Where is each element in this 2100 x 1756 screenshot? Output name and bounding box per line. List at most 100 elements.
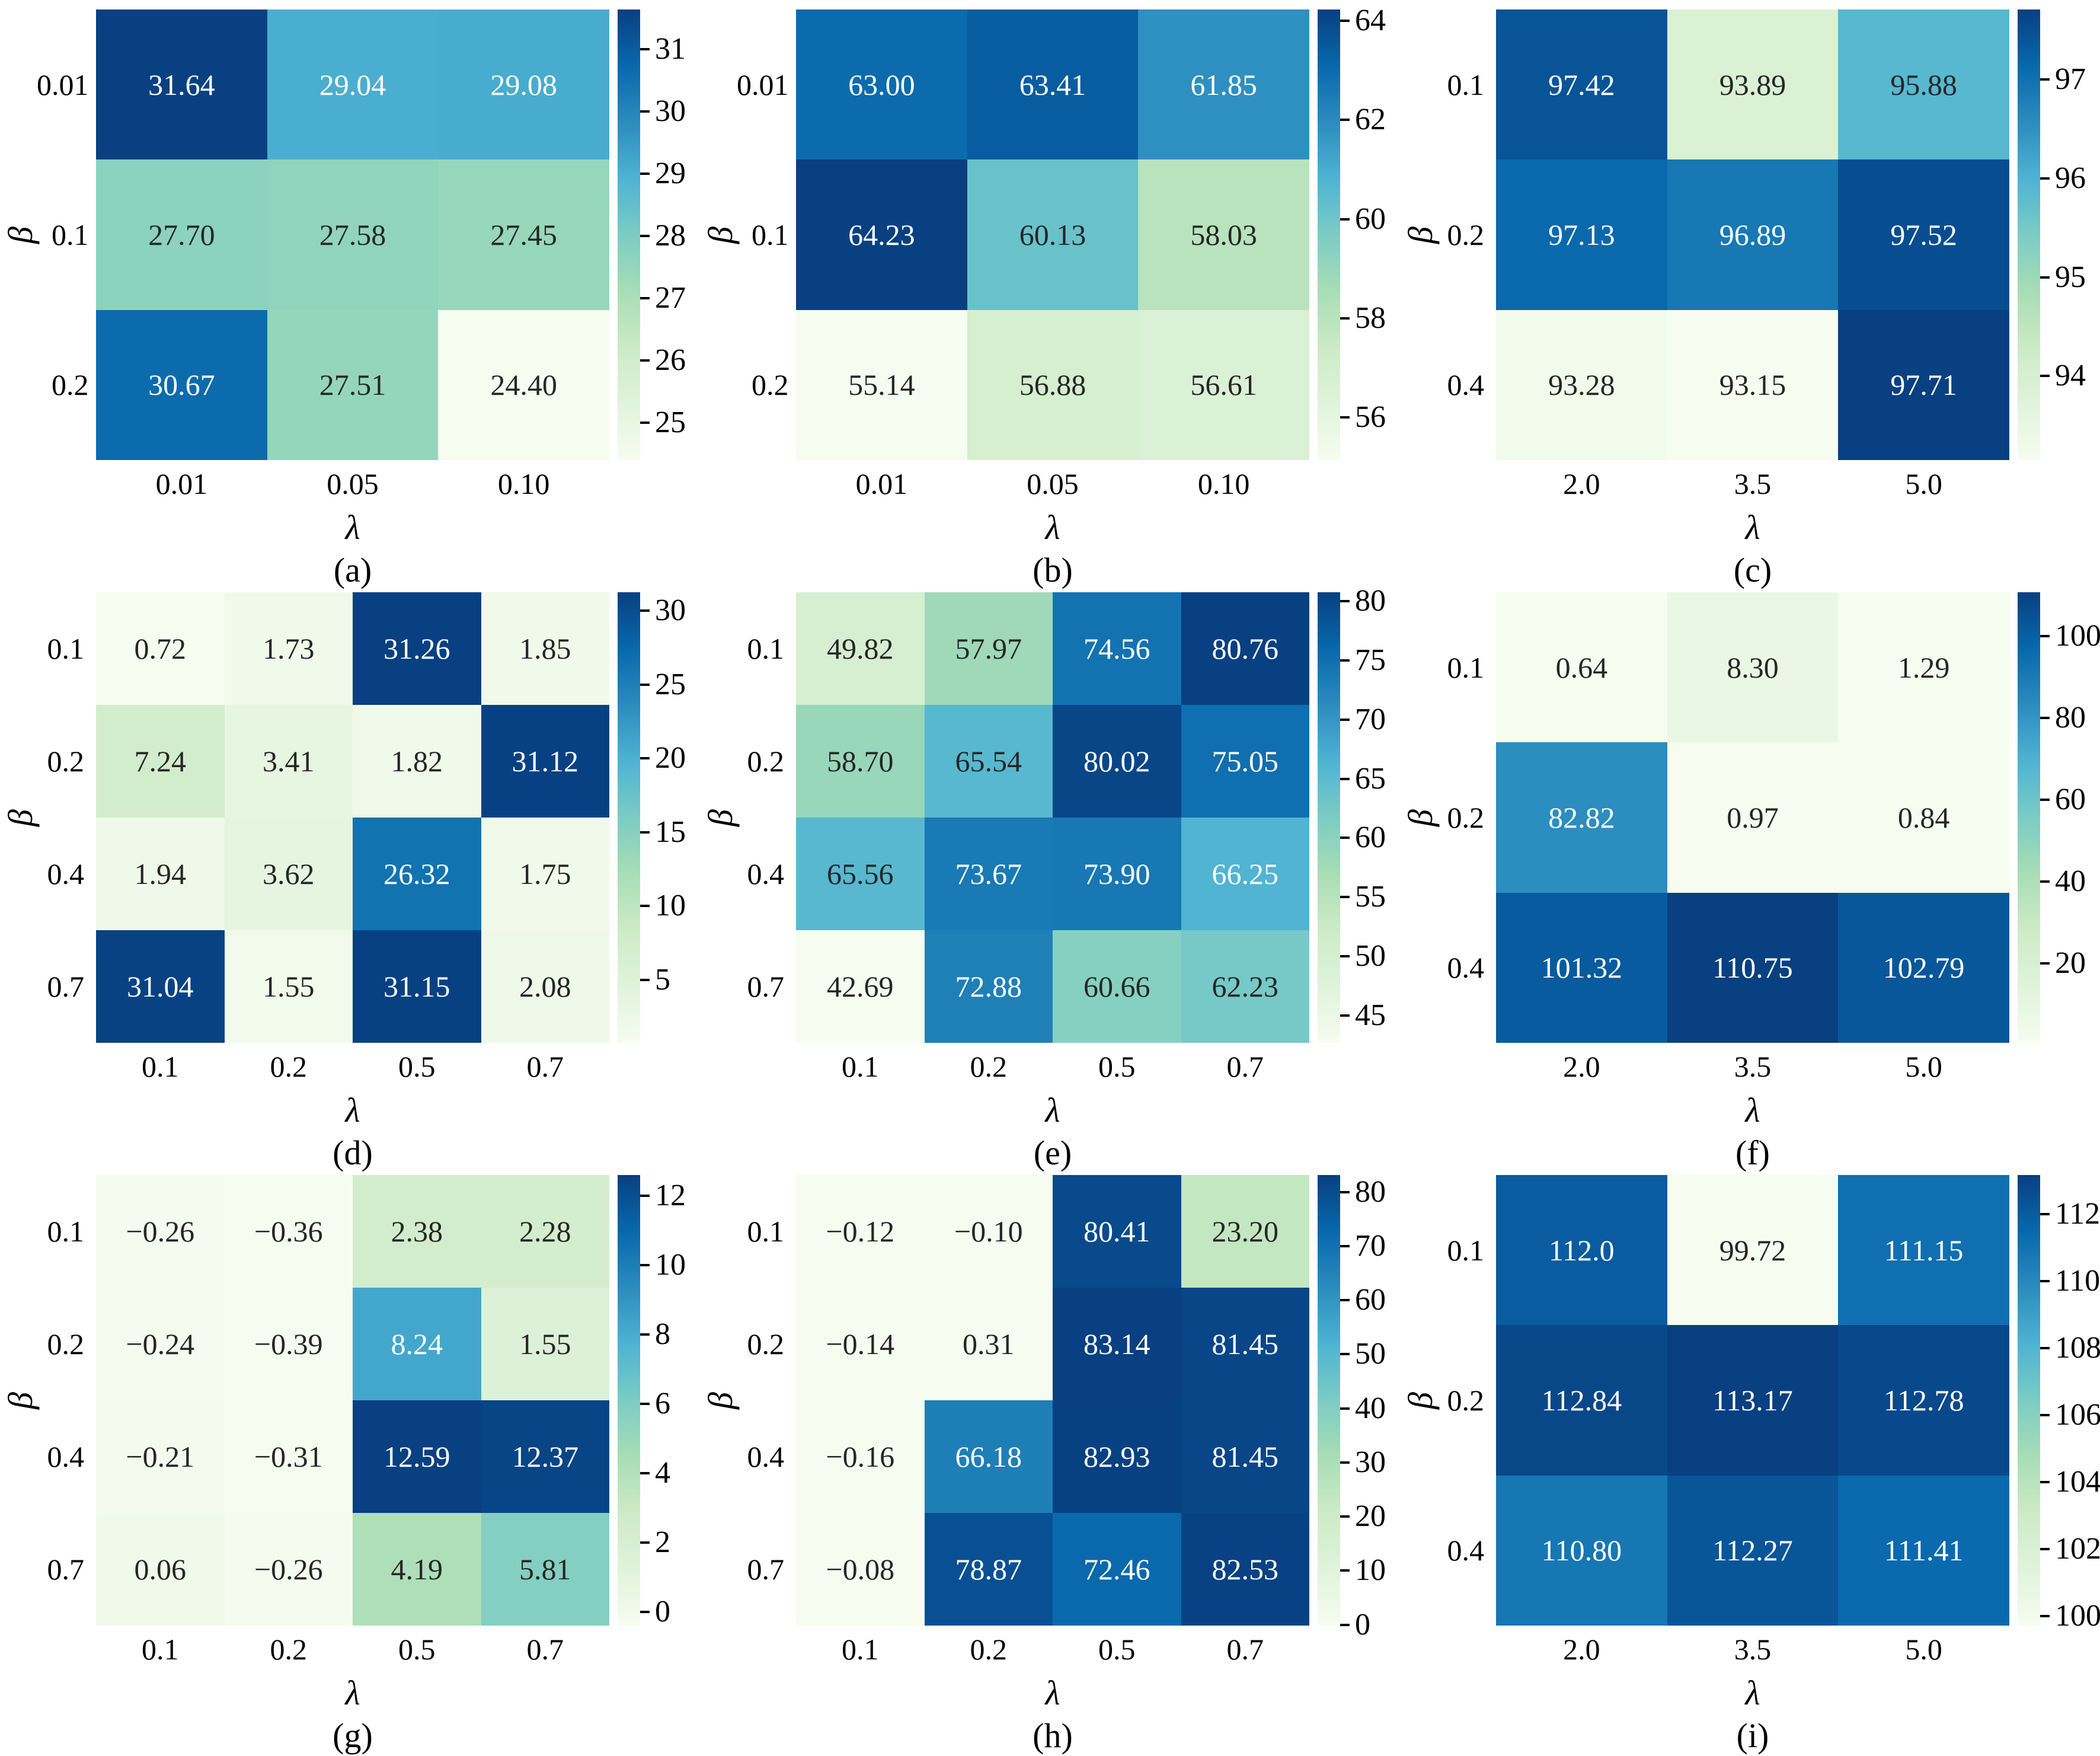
x-tick-labels: 0.1 0.2 0.5 0.7	[96, 1626, 609, 1673]
colorbar-gradient	[1318, 9, 1340, 460]
colorbar-tick: 20	[1340, 1501, 1386, 1532]
colorbar-tick: 62	[1340, 104, 1386, 135]
colorbar-tick: 112	[2040, 1199, 2100, 1230]
x-tick-label: 0.7	[526, 1633, 564, 1666]
heatmap-cell: 1.85	[481, 592, 609, 705]
x-tick-label: 0.05	[1027, 467, 1079, 500]
colorbar-tick: 50	[1340, 941, 1386, 972]
plot-area: −0.12 −0.10 80.41 23.20 −0.14 0.31 83.14 81.45 −…	[796, 1175, 1309, 1756]
heatmap-cell: 62.23	[1181, 930, 1309, 1043]
heatmap-cell: 1.55	[481, 1288, 609, 1400]
y-tick-label: 0.01	[737, 68, 789, 101]
colorbar-tick-mark	[1340, 1515, 1350, 1518]
colorbar-tick-mark	[2040, 635, 2050, 638]
colorbar-tick-label: 20	[1355, 1499, 1386, 1534]
colorbar-tick-label: 30	[1355, 1445, 1386, 1479]
colorbar-tick: 50	[1340, 1339, 1386, 1369]
colorbar-tick-label: 31	[655, 32, 686, 66]
colorbar-tick-mark	[1340, 659, 1350, 662]
colorbar-tick-mark	[1340, 777, 1350, 780]
x-axis-label: λ	[1745, 1673, 1760, 1712]
x-tick-label: 0.10	[1197, 467, 1250, 500]
heatmap-cell: 56.88	[967, 309, 1139, 460]
x-tick-labels: 0.01 0.05 0.10	[796, 460, 1309, 507]
colorbar-tick: 0	[1340, 1609, 1370, 1640]
colorbar-tick-label: 5	[655, 962, 670, 997]
y-tick-label: 0.2	[752, 368, 789, 402]
colorbar-tick-label: 58	[1355, 301, 1386, 335]
colorbar-tick-mark	[640, 359, 650, 362]
x-tick-label: 0.5	[1098, 1050, 1136, 1083]
x-tick-label: 0.05	[327, 467, 379, 500]
y-tick-label: 0.1	[752, 218, 789, 251]
colorbar-tick-mark	[640, 297, 650, 300]
colorbar-tick: 100	[2040, 621, 2100, 652]
heatmap-grid: 63.00 63.41 61.85 64.23 60.13 58.03 55.14 56.88…	[796, 9, 1309, 460]
colorbar-tick-label: 2	[655, 1525, 670, 1560]
colorbar-tick-label: 62	[1355, 103, 1386, 137]
heatmap-cell: 97.42	[1496, 9, 1667, 160]
colorbar-tick-mark	[1340, 1461, 1350, 1464]
colorbar-tick-mark	[2040, 1615, 2050, 1618]
colorbar-tick-mark	[1340, 1407, 1350, 1410]
colorbar-tick-mark	[640, 1541, 650, 1544]
colorbar-tick: 10	[1340, 1555, 1386, 1586]
heatmap-cell: 27.58	[267, 159, 439, 310]
heatmap-cell: 7.24	[96, 705, 225, 818]
heatmap-grid: 49.82 57.97 74.56 80.76 58.70 65.54 80.02 75.05…	[796, 592, 1309, 1043]
x-tick-label: 0.1	[142, 1633, 179, 1666]
colorbar-tick: 80	[1340, 1174, 1386, 1209]
x-tick-labels: 2.0 3.5 5.0	[1496, 1043, 2009, 1090]
colorbar-tick: 110	[2040, 1266, 2100, 1297]
colorbar-tick-label: 70	[1355, 1228, 1386, 1263]
colorbar-tick: 108	[2040, 1333, 2100, 1364]
colorbar-tick-mark	[1340, 1353, 1350, 1356]
y-axis-label: β	[701, 226, 740, 244]
x-tick-label: 0.01	[155, 467, 208, 500]
colorbar-tick: 4	[640, 1458, 670, 1489]
y-tick-label: 0.4	[47, 857, 85, 890]
heatmap-cell: 82.82	[1496, 742, 1667, 893]
colorbar-tick-label: 102	[2055, 1532, 2100, 1566]
heatmap-cell: 81.45	[1181, 1288, 1309, 1400]
heatmap-cell: 110.75	[1667, 892, 1839, 1043]
colorbar-tick: 29	[640, 158, 686, 189]
x-tick-labels: 0.1 0.2 0.5 0.7	[96, 1043, 609, 1090]
colorbar-tick-mark	[1340, 718, 1350, 721]
x-tick-label: 0.5	[398, 1050, 436, 1083]
colorbar-tick-mark	[1340, 1569, 1350, 1572]
colorbar-tick-mark	[640, 1472, 650, 1474]
heatmap-cell: 1.73	[224, 592, 353, 705]
heatmap-cell: 112.84	[1496, 1325, 1667, 1476]
heatmap-cell: 112.27	[1667, 1475, 1839, 1626]
x-axis-label: λ	[1045, 507, 1060, 547]
heatmap-cell: 0.84	[1838, 742, 2009, 893]
y-tick-label: 0.1	[1447, 1233, 1485, 1267]
colorbar-tick: 20	[640, 743, 686, 774]
y-tick-labels: 0.1 0.2 0.4 0.7	[737, 1175, 796, 1626]
heatmap-cell: 73.90	[1053, 818, 1181, 930]
colorbar-tick: 94	[2040, 360, 2086, 391]
colorbar-tick: 60	[1340, 203, 1386, 235]
heatmap-cell: 58.70	[796, 705, 925, 818]
y-tick-label: 0.4	[747, 857, 785, 890]
colorbar-tick-label: 70	[1355, 702, 1386, 736]
colorbar-tick: 60	[1340, 1285, 1386, 1316]
y-tick-label: 0.1	[1447, 650, 1485, 684]
colorbar-tick-label: 80	[1355, 1174, 1386, 1209]
heatmap-cell: 4.19	[353, 1513, 481, 1626]
y-tick-label: 0.2	[1447, 1383, 1485, 1417]
y-axis-label-area: β	[701, 1175, 739, 1626]
colorbar-tick-mark	[1340, 1190, 1350, 1193]
heatmap-grid: 97.42 93.89 95.88 97.13 96.89 97.52 93.28 93.15…	[1496, 9, 2009, 460]
y-axis-label: β	[1, 226, 40, 244]
heatmap-panel: β 0.01 0.1 0.2 31.64 29.04 29.08 27.70 27.58 27.4…	[0, 0, 700, 589]
colorbar: 112 110 108 106 104 102 100	[2018, 1175, 2100, 1632]
colorbar-gradient	[2018, 592, 2040, 1043]
x-tick-label: 0.2	[270, 1633, 308, 1666]
y-tick-label: 0.1	[47, 1215, 85, 1248]
x-tick-label: 0.2	[970, 1050, 1008, 1083]
heatmap-grid: −0.12 −0.10 80.41 23.20 −0.14 0.31 83.14 81.45 −…	[796, 1175, 1309, 1626]
x-tick-label: 0.1	[142, 1050, 179, 1083]
panel-caption: (f)	[1735, 1133, 1770, 1172]
